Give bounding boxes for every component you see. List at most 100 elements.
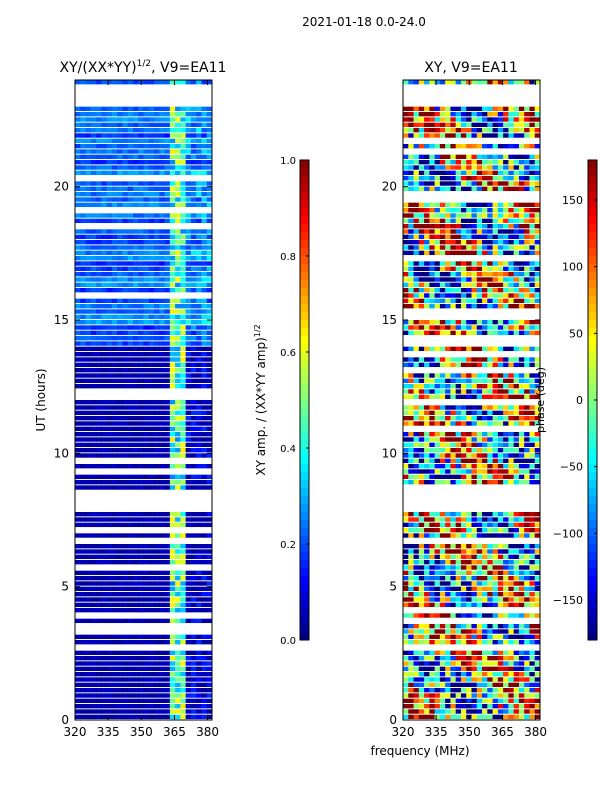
heatmap-cell [450, 549, 456, 553]
heatmap-cell [408, 677, 414, 681]
heatmap-cell [519, 123, 525, 127]
heatmap-cell [450, 667, 456, 671]
heatmap-cell [477, 363, 483, 367]
heatmap-cell [461, 357, 467, 361]
heatmap-cell [75, 549, 81, 553]
heatmap-cell [414, 421, 420, 425]
heatmap-cell [154, 464, 160, 468]
heatmap-cell [191, 240, 197, 244]
heatmap-cell [445, 464, 451, 468]
heatmap-cell [440, 528, 446, 532]
heatmap-cell [477, 277, 483, 281]
heatmap-cell [128, 363, 134, 367]
heatmap-cell [86, 155, 92, 159]
heatmap-cell [117, 651, 123, 655]
heatmap-cell [461, 363, 467, 367]
heatmap-cell [503, 432, 509, 436]
heatmap-cell [196, 197, 202, 201]
heatmap-cell [180, 203, 186, 207]
heatmap-cell [175, 315, 181, 319]
heatmap-cell [138, 213, 144, 217]
heatmap-cell [159, 336, 165, 340]
heatmap-cell [472, 677, 478, 681]
heatmap-cell [122, 240, 128, 244]
heatmap-cell [154, 235, 160, 239]
heatmap-cell [519, 389, 525, 393]
heatmap-cell [75, 523, 81, 527]
heatmap-cell [403, 160, 409, 164]
heatmap-cell [456, 416, 462, 420]
heatmap-cell [75, 144, 81, 148]
heatmap-cell [498, 283, 504, 287]
heatmap-cell [112, 267, 118, 271]
heatmap-cell [159, 203, 165, 207]
heatmap-cell [96, 661, 102, 665]
heatmap-cell [498, 373, 504, 377]
heatmap-cell [186, 384, 192, 388]
heatmap-cell [96, 315, 102, 319]
heatmap-cell [529, 517, 535, 521]
heatmap-cell [186, 400, 192, 404]
heatmap-cell [191, 379, 197, 383]
heatmap-cell [80, 368, 86, 372]
heatmap-cell [165, 117, 171, 121]
heatmap-cell [524, 693, 530, 697]
heatmap-cell [408, 512, 414, 516]
heatmap-cell [191, 251, 197, 255]
heatmap-cell [107, 288, 113, 292]
heatmap-cell [498, 587, 504, 591]
heatmap-cell [498, 304, 504, 308]
heatmap-cell [408, 405, 414, 409]
heatmap-cell [519, 544, 525, 548]
heatmap-cell [170, 549, 176, 553]
heatmap-cell [112, 581, 118, 585]
heatmap-cell [196, 384, 202, 388]
heatmap-cell [186, 373, 192, 377]
heatmap-cell [138, 235, 144, 239]
heatmap-cell [503, 688, 509, 692]
heatmap-cell [86, 128, 92, 132]
heatmap-cell [435, 389, 441, 393]
heatmap-cell [461, 571, 467, 575]
heatmap-cell [128, 480, 134, 484]
heatmap-cell [175, 171, 181, 175]
heatmap-cell [165, 480, 171, 484]
heatmap-cell [175, 267, 181, 271]
heatmap-cell [201, 165, 207, 169]
heatmap-cell [524, 683, 530, 687]
heatmap-cell [75, 555, 81, 559]
heatmap-cell [201, 699, 207, 703]
heatmap-cell [86, 347, 92, 351]
heatmap-cell [472, 544, 478, 548]
heatmap-cell [96, 581, 102, 585]
heatmap-cell [154, 144, 160, 148]
heatmap-cell [201, 203, 207, 207]
heatmap-cell [487, 128, 493, 132]
heatmap-cell [149, 464, 155, 468]
heatmap-cell [159, 405, 165, 409]
heatmap-cell [477, 629, 483, 633]
heatmap-cell [524, 549, 530, 553]
heatmap-cell [75, 341, 81, 345]
heatmap-cell [472, 469, 478, 473]
heatmap-cell [170, 117, 176, 121]
heatmap-cell [440, 565, 446, 569]
heatmap-cell [482, 128, 488, 132]
heatmap-cell [466, 437, 472, 441]
heatmap-cell [138, 555, 144, 559]
heatmap-cell [96, 651, 102, 655]
heatmap-cell [414, 245, 420, 249]
heatmap-cell [144, 619, 150, 623]
heatmap-cell [165, 347, 171, 351]
heatmap-cell [149, 112, 155, 116]
heatmap-cell [128, 347, 134, 351]
heatmap-cell [107, 256, 113, 260]
heatmap-cell [445, 304, 451, 308]
heatmap-cell [159, 112, 165, 116]
heatmap-cell [122, 315, 128, 319]
heatmap-cell [117, 576, 123, 580]
heatmap-cell [149, 421, 155, 425]
heatmap-cell [165, 187, 171, 191]
heatmap-cell [133, 368, 139, 372]
heatmap-cell [80, 416, 86, 420]
